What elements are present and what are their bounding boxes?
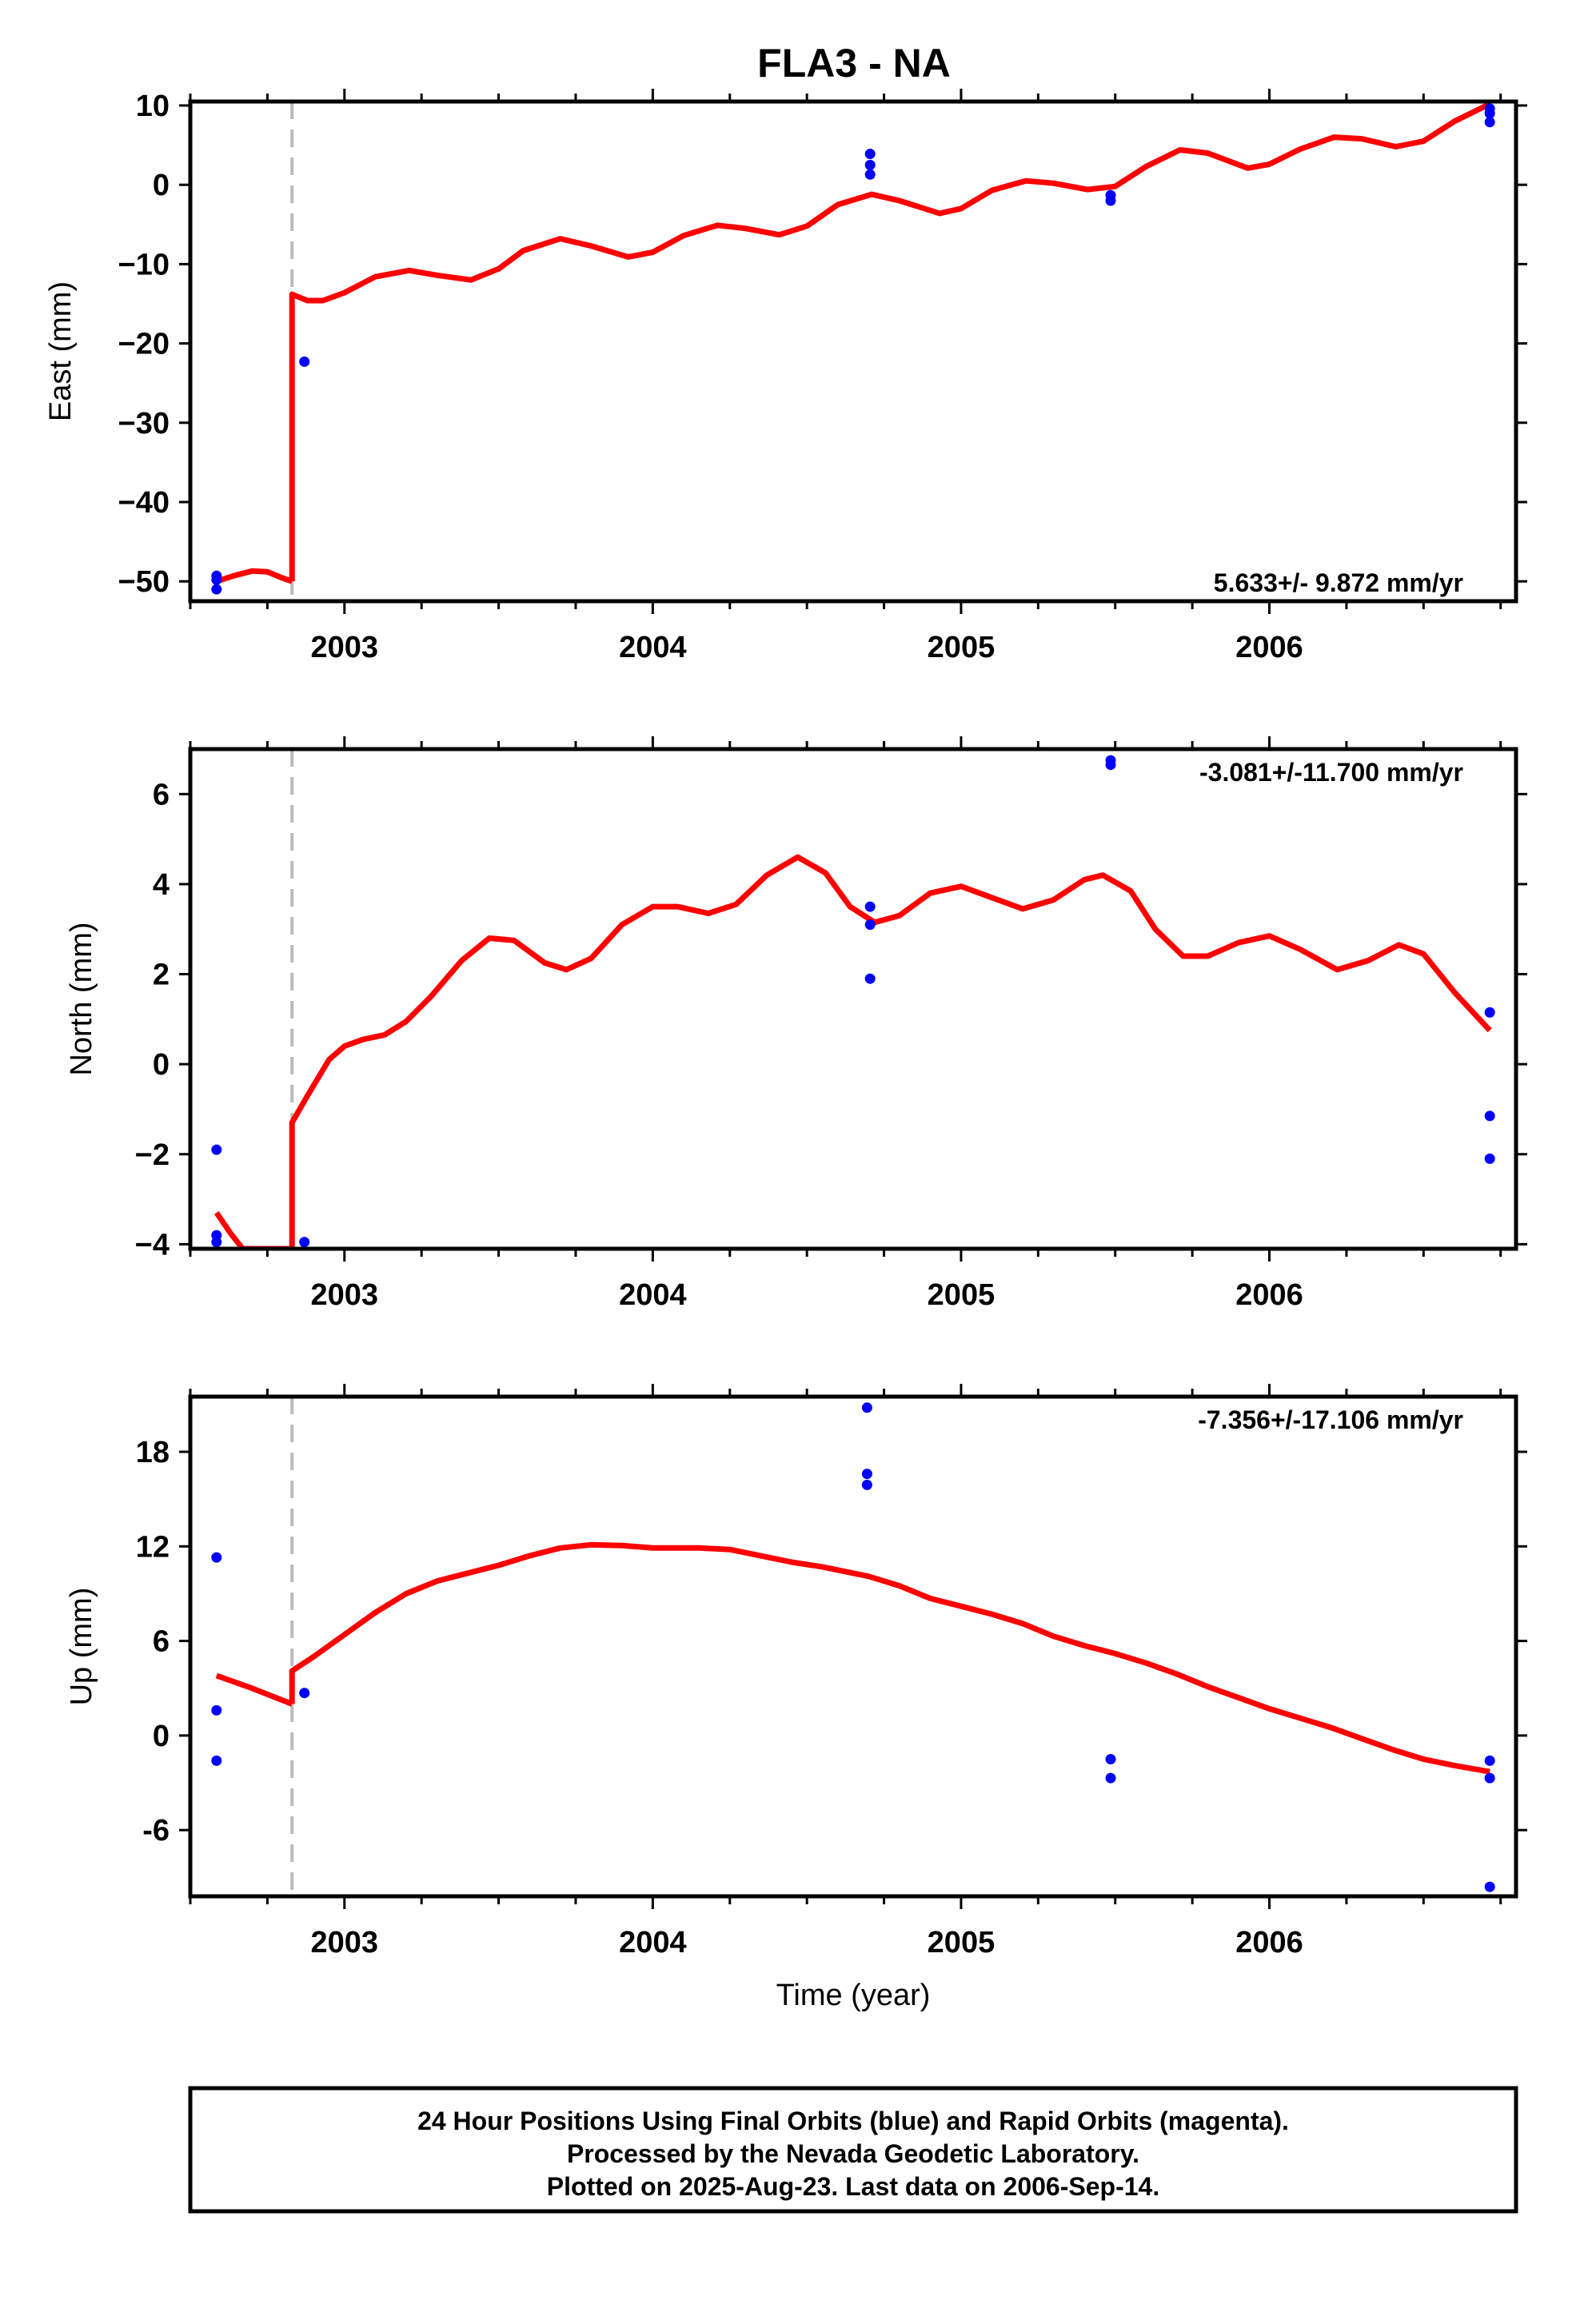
data-point (211, 1144, 222, 1155)
plot-area-up (211, 1402, 1495, 1892)
data-point (1484, 1110, 1495, 1122)
y-tick-label: −50 (118, 565, 170, 599)
data-point (211, 1552, 222, 1563)
x-tick-label: 2004 (619, 1278, 687, 1312)
data-point (861, 1479, 872, 1490)
data-point (299, 356, 310, 367)
data-point (1484, 117, 1495, 128)
panel-up: 18 12 6 0 -6 2003 2004 2005 2006 Up (mm) -7.356+/-… (65, 1384, 1527, 1959)
data-point (1105, 759, 1116, 771)
data-point (211, 574, 222, 585)
footer-box: 24 Hour Positions Using Final Orbits (bl… (188, 2086, 1518, 2214)
data-point (1105, 1754, 1116, 1764)
x-axis-label: Time (year) (776, 1979, 931, 2012)
data-point (1105, 195, 1116, 206)
data-point (1484, 1881, 1495, 1892)
data-point (861, 1402, 872, 1413)
footer-frame (188, 2086, 1518, 2214)
x-tick-label: 2004 (619, 1926, 687, 1959)
y-tick-label: 12 (136, 1530, 170, 1564)
data-point (864, 149, 876, 159)
data-point (861, 1469, 872, 1480)
model-line-post-break (289, 854, 1492, 1249)
model-line-post-break (289, 1541, 1490, 1775)
y-tick-label: −2 (135, 1138, 170, 1172)
velocity-label: 5.633+/- 9.872 mm/yr (1214, 568, 1463, 597)
plot-area-north (211, 755, 1495, 1249)
figure-title: FLA3 - NA (757, 41, 951, 86)
y-axis-label: North (mm) (65, 922, 98, 1075)
plot-area-east (211, 102, 1495, 595)
data-point (211, 1704, 222, 1716)
data-point (864, 169, 876, 180)
y-tick-label: 6 (153, 778, 170, 811)
data-point (864, 973, 876, 984)
y-tick-label: −40 (118, 486, 170, 520)
plot-frame (188, 1394, 1518, 1899)
y-tick-label: −10 (118, 248, 170, 281)
y-tick-label: 2 (153, 959, 170, 992)
model-line-post-break (289, 102, 1491, 582)
x-tick-label: 2006 (1235, 1926, 1303, 1959)
model-line-pre-break (215, 568, 293, 584)
panel-east: 10 0 −10 −20 −30 −40 −50 2003 2004 2005 2006 East (… (44, 89, 1527, 664)
footer-line-2: Processed by the Nevada Geodetic Laborat… (567, 2139, 1139, 2168)
data-point (299, 1688, 310, 1699)
footer-line-3: Plotted on 2025-Aug-23. Last data on 200… (547, 2172, 1159, 2201)
y-axis-label: Up (mm) (65, 1588, 98, 1706)
plot-frame (188, 99, 1518, 604)
x-tick-label: 2005 (928, 1278, 995, 1312)
y-tick-label: 18 (136, 1436, 170, 1469)
data-point (211, 1755, 222, 1766)
data-point (1484, 1007, 1495, 1018)
y-tick-label: −30 (118, 407, 170, 440)
y-axis-label: East (mm) (44, 281, 78, 421)
y-tick-label: −4 (135, 1228, 170, 1262)
model-line-pre-break (215, 1672, 293, 1707)
x-tick-label: 2003 (311, 1278, 379, 1312)
x-tick-label: 2003 (311, 631, 379, 664)
data-point (1484, 1772, 1495, 1784)
panel-north: 6 4 2 0 −2 −4 2003 2004 2005 2006 North (mm) -3.081… (65, 736, 1527, 1312)
data-point (864, 901, 876, 912)
data-point (1105, 1772, 1116, 1784)
x-tick-label: 2006 (1235, 631, 1303, 664)
data-point (211, 584, 222, 595)
y-tick-label: 0 (153, 169, 170, 202)
x-tick-label: 2006 (1235, 1278, 1303, 1312)
data-point (1484, 108, 1495, 119)
y-tick-label: −20 (118, 328, 170, 361)
data-point (211, 1237, 222, 1248)
x-tick-label: 2003 (311, 1926, 379, 1959)
footer-line-1: 24 Hour Positions Using Final Orbits (bl… (417, 2107, 1289, 2135)
velocity-label: -3.081+/-11.700 mm/yr (1199, 758, 1463, 787)
y-tick-label: 4 (153, 868, 170, 902)
data-point (864, 919, 876, 931)
y-tick-label: 10 (136, 90, 170, 123)
x-tick-label: 2004 (619, 631, 687, 664)
plot-frame (188, 747, 1518, 1251)
y-tick-label: 6 (153, 1625, 170, 1659)
y-tick-label: 0 (153, 1720, 170, 1753)
velocity-label: -7.356+/-17.106 mm/yr (1198, 1405, 1463, 1434)
y-tick-label: 0 (153, 1048, 170, 1082)
x-tick-label: 2005 (928, 1926, 995, 1959)
data-point (299, 1237, 310, 1248)
y-tick-label: -6 (142, 1814, 170, 1848)
data-point (1484, 1755, 1495, 1766)
model-line-pre-break (213, 1211, 293, 1249)
data-point (1484, 1153, 1495, 1164)
data-point (864, 159, 876, 170)
x-tick-label: 2005 (928, 631, 995, 664)
